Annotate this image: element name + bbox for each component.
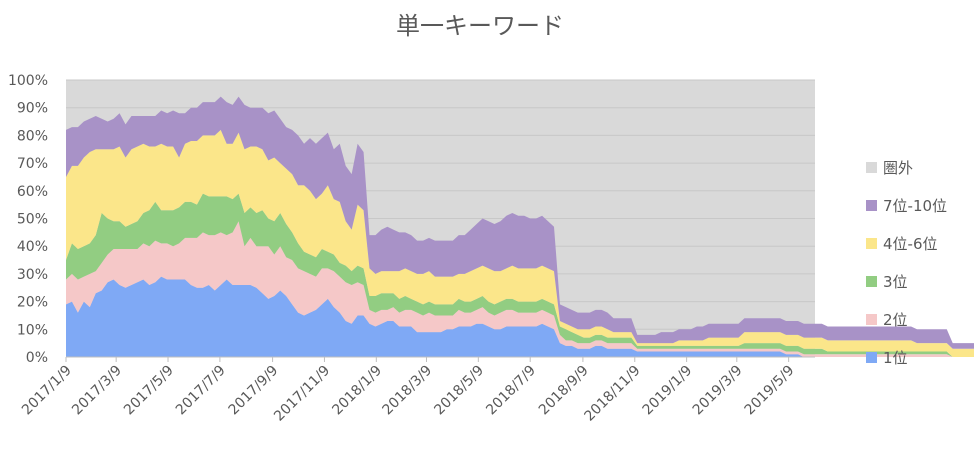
area-7-10i <box>66 96 974 349</box>
x-tick-label: 2017/11/9 <box>271 363 333 425</box>
legend-label: 4位-6位 <box>883 235 938 253</box>
legend-label: 1位 <box>883 349 908 367</box>
legend-swatch <box>866 162 877 173</box>
y-tick-label: 10% <box>17 322 48 338</box>
y-tick-label: 40% <box>17 239 48 255</box>
y-axis: 0% 10% 20% 30% 40% 50% 60% 70% 80% 90% 100% <box>8 73 48 366</box>
y-tick-label: 20% <box>17 295 48 311</box>
legend: 圏外 7位-10位 4位-6位 3位 2位 1位 <box>866 159 947 367</box>
legend-swatch <box>866 352 877 363</box>
legend-7-10i: 7位-10位 <box>866 197 947 215</box>
x-tick-label: 2017/1/9 <box>19 363 75 419</box>
x-tick-label: 2018/5/9 <box>431 363 487 419</box>
legend-swatch <box>866 200 877 211</box>
legend-3i: 3位 <box>866 273 908 291</box>
chart-title: 単一キーワード <box>396 12 564 40</box>
area-1i <box>66 276 974 357</box>
x-tick-label: 2019/3/9 <box>690 363 746 419</box>
x-tick-label: 2018/3/9 <box>380 363 436 419</box>
x-tick-label: 2017/5/9 <box>121 363 177 419</box>
x-tick-label: 2018/9/9 <box>536 363 592 419</box>
x-tick-label: 2019/5/9 <box>742 363 798 419</box>
legend-swatch <box>866 238 877 249</box>
plot-area <box>66 79 974 358</box>
legend-1i: 1位 <box>866 349 908 367</box>
area-4-6i <box>66 129 974 357</box>
legend-swatch <box>866 276 877 287</box>
legend-label: 7位-10位 <box>883 197 947 215</box>
y-tick-label: 70% <box>17 156 48 172</box>
y-tick-label: 60% <box>17 184 48 200</box>
x-tick-label: 2018/11/9 <box>582 363 644 425</box>
y-tick-label: 50% <box>17 212 48 228</box>
legend-swatch <box>866 314 877 325</box>
x-tick-label: 2018/7/9 <box>483 363 539 419</box>
legend-label: 3位 <box>883 273 908 291</box>
y-tick-label: 90% <box>17 101 48 117</box>
x-axis: 2017/1/92017/3/92017/5/92017/7/92017/9/9… <box>19 357 797 425</box>
y-tick-label: 30% <box>17 267 48 283</box>
legend-2i: 2位 <box>866 311 908 329</box>
area-3i <box>66 193 974 357</box>
y-tick-label: 0% <box>26 350 48 366</box>
legend-kengai: 圏外 <box>866 159 913 177</box>
x-tick-label: 2017/3/9 <box>69 363 125 419</box>
legend-label: 圏外 <box>883 159 913 177</box>
x-tick-label: 2018/1/9 <box>329 363 385 419</box>
legend-label: 2位 <box>883 311 908 329</box>
x-tick-label: 2017/9/9 <box>226 363 282 419</box>
y-tick-label: 80% <box>17 128 48 144</box>
x-tick-label: 2017/7/9 <box>173 363 229 419</box>
x-tick-label: 2019/1/9 <box>640 363 696 419</box>
legend-4-6i: 4位-6位 <box>866 235 938 253</box>
y-tick-label: 100% <box>8 73 48 89</box>
